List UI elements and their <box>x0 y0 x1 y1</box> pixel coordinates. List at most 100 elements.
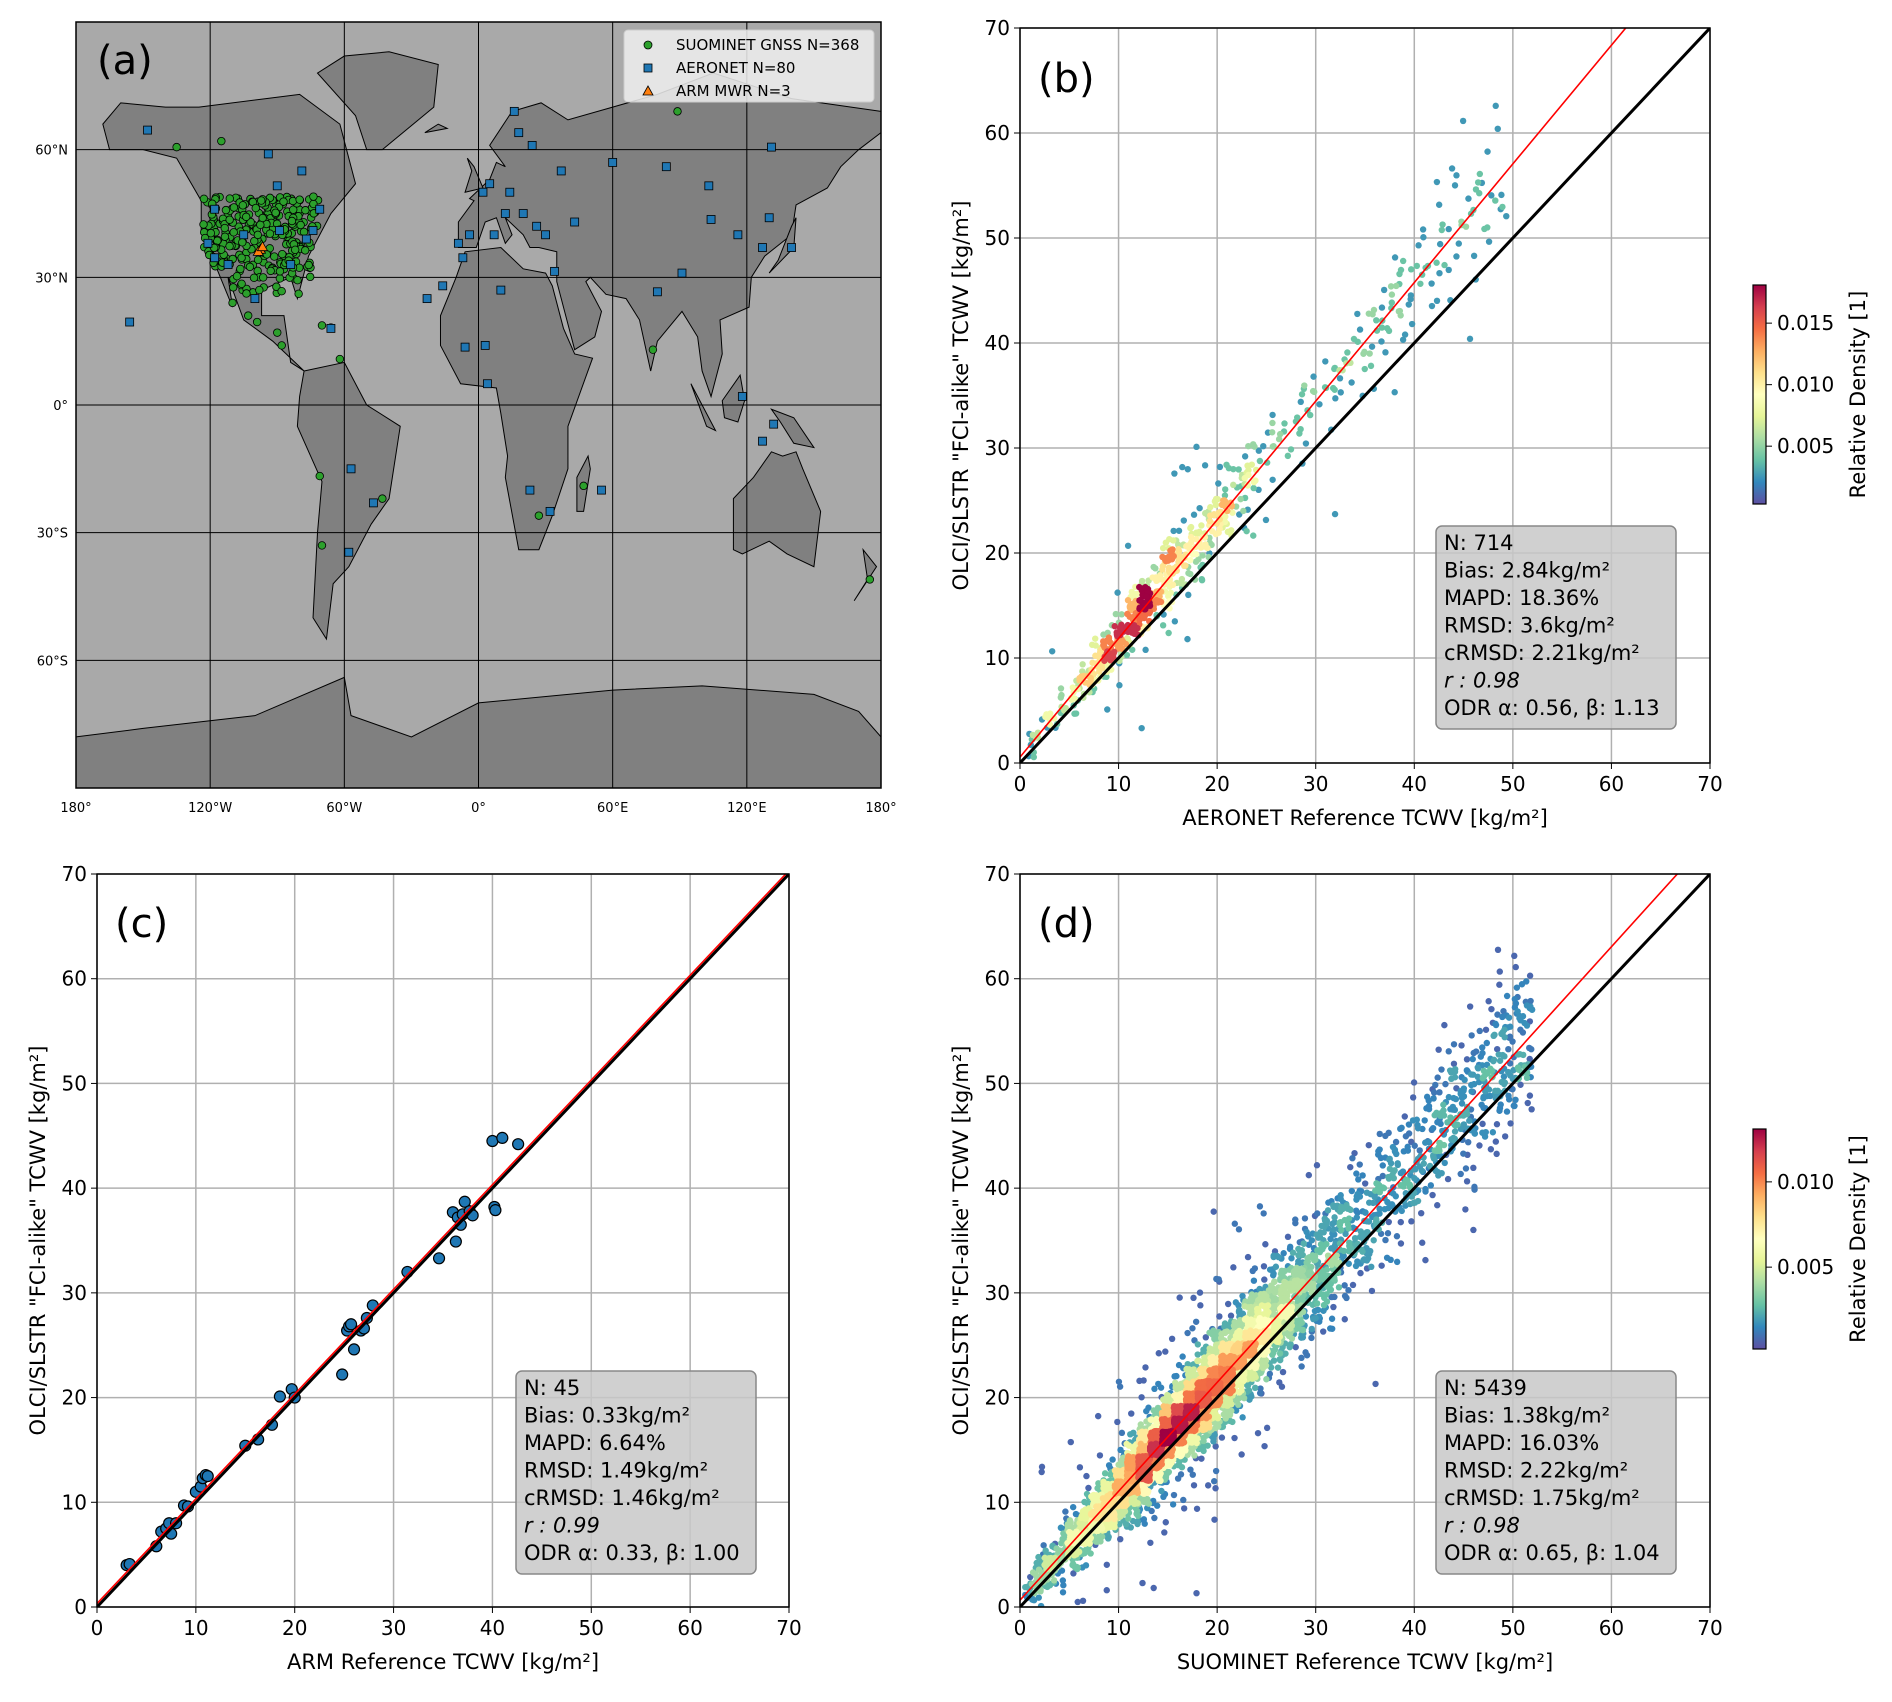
data-point <box>1257 458 1263 464</box>
y-tick-label: 0 <box>997 751 1010 775</box>
suominet-station <box>239 202 247 210</box>
data-point <box>1287 1341 1293 1347</box>
data-point <box>1125 597 1131 603</box>
data-point <box>1042 1555 1048 1561</box>
data-point <box>1169 1336 1175 1342</box>
data-point <box>1389 1172 1395 1178</box>
data-point <box>1197 1302 1203 1308</box>
data-point <box>1406 1130 1412 1136</box>
data-point <box>1114 1640 1120 1646</box>
data-point <box>1243 528 1249 534</box>
x-tick-label: 180° <box>865 801 896 816</box>
x-tick-label: 0 <box>1014 1616 1027 1640</box>
data-point <box>1493 103 1499 109</box>
data-point <box>1198 1455 1204 1461</box>
data-point <box>1188 1383 1194 1389</box>
data-point <box>1093 1538 1099 1544</box>
data-point <box>1310 1316 1316 1322</box>
aeronet-station <box>738 392 746 400</box>
data-point <box>1223 462 1229 468</box>
aeronet-station <box>459 254 467 262</box>
data-point <box>1451 1041 1457 1047</box>
data-point <box>1179 1353 1185 1359</box>
data-point <box>1222 1330 1228 1336</box>
data-point <box>1361 1256 1367 1262</box>
data-point <box>1242 1333 1248 1339</box>
data-point <box>1314 1231 1320 1237</box>
aeronet-station <box>466 231 474 239</box>
data-point <box>1332 395 1338 401</box>
data-point <box>1254 1306 1260 1312</box>
suominet-station <box>250 274 258 282</box>
data-point <box>1251 1374 1257 1380</box>
x-tick-label: 50 <box>1500 772 1525 796</box>
data-point <box>1434 1074 1440 1080</box>
x-tick-label: 70 <box>1697 1616 1722 1640</box>
data-point <box>1073 710 1079 716</box>
data-point <box>1097 1452 1103 1458</box>
data-point <box>1215 480 1221 486</box>
suominet-station <box>580 482 588 490</box>
data-point <box>1150 1585 1156 1591</box>
data-point <box>1217 464 1223 470</box>
data-point <box>1512 1097 1518 1103</box>
data-point <box>1527 1092 1533 1098</box>
data-point <box>1419 1168 1425 1174</box>
x-tick-label: 0° <box>471 801 486 816</box>
data-point <box>1247 1304 1253 1310</box>
data-point <box>1493 1138 1499 1144</box>
data-point <box>1458 1171 1464 1177</box>
suominet-station <box>243 290 251 298</box>
data-point <box>1435 1046 1441 1052</box>
data-point <box>1467 336 1473 342</box>
data-point <box>1107 1523 1113 1529</box>
data-point <box>1285 1234 1291 1240</box>
data-point <box>1211 1478 1217 1484</box>
aeronet-station <box>546 507 554 515</box>
data-point <box>1261 1291 1267 1297</box>
data-point <box>1280 1296 1286 1302</box>
aeronet-station <box>298 167 306 175</box>
aeronet-station <box>707 215 715 223</box>
aeronet-station <box>316 205 324 213</box>
data-point <box>1372 1381 1378 1387</box>
data-point <box>1523 978 1529 984</box>
data-point <box>1273 1264 1279 1270</box>
data-point <box>1255 1430 1261 1436</box>
data-point <box>1468 1071 1474 1077</box>
data-point <box>1250 532 1256 538</box>
data-point <box>1504 1108 1510 1114</box>
suominet-station <box>226 242 234 250</box>
y-tick-label: 50 <box>62 1071 87 1095</box>
data-point <box>1349 1155 1355 1161</box>
data-point <box>1415 1125 1421 1131</box>
data-point <box>1117 1447 1123 1453</box>
data-point <box>1292 1216 1298 1222</box>
data-point <box>1445 226 1451 232</box>
aeronet-station <box>519 210 527 218</box>
data-point <box>1119 639 1125 645</box>
suominet-station <box>288 217 296 225</box>
data-point <box>1470 1056 1476 1062</box>
data-point <box>1336 1284 1342 1290</box>
data-point <box>1316 401 1322 407</box>
data-point <box>1385 1230 1391 1236</box>
data-point <box>513 1139 524 1150</box>
data-point <box>1231 1322 1237 1328</box>
data-point <box>1324 1298 1330 1304</box>
aeronet-station <box>287 261 295 269</box>
data-point <box>1181 1505 1187 1511</box>
data-point <box>1237 496 1243 502</box>
data-point <box>1067 1517 1073 1523</box>
y-tick-label: 50 <box>985 1071 1010 1095</box>
data-point <box>1475 179 1481 185</box>
data-point <box>1452 1122 1458 1128</box>
suominet-station <box>257 197 265 205</box>
data-point <box>1471 1130 1477 1136</box>
data-point <box>1085 1485 1091 1491</box>
aeronet-station <box>551 267 559 275</box>
data-point <box>1353 1170 1359 1176</box>
y-tick-label: 20 <box>62 1386 87 1410</box>
aeronet-station <box>767 143 775 151</box>
